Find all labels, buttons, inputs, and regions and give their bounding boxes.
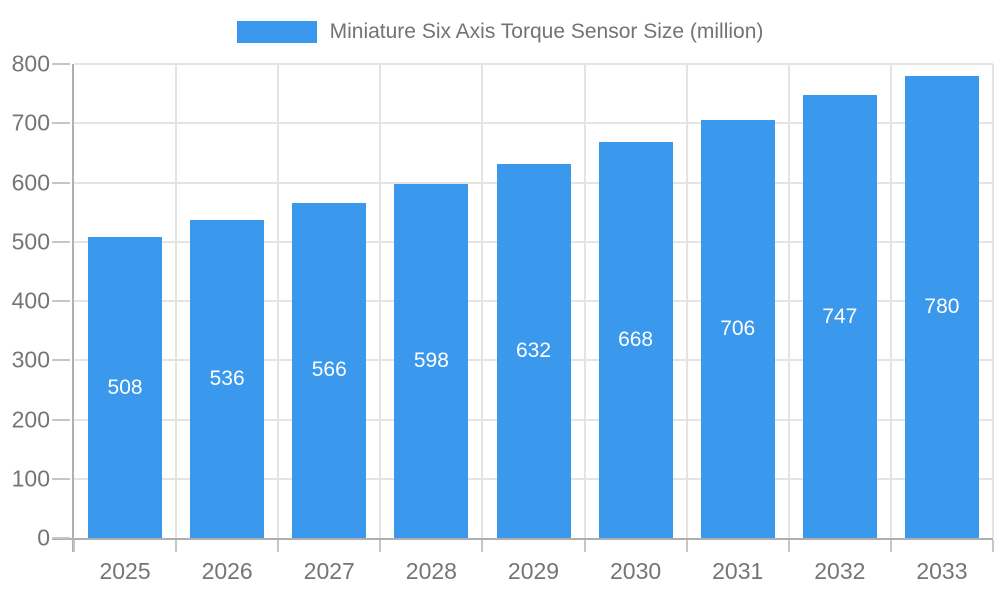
x-axis-tick-label: 2031 [712,558,764,584]
x-axis-tick-label: 2027 [303,558,355,584]
x-axis-tick [481,540,484,552]
x-axis-tick [992,540,994,552]
y-axis-tick [52,477,70,480]
bar-value-label: 536 [209,367,245,391]
legend-item[interactable]: Miniature Six Axis Torque Sensor Size (m… [0,16,1000,48]
y-axis-tick [52,300,70,302]
bar-value-label: 780 [924,294,960,318]
bar-value-label: 566 [311,358,347,382]
y-axis-tick [52,537,70,539]
x-axis-line [52,538,993,540]
h-gridline [74,63,993,65]
bar-2032[interactable]: 747 [802,95,877,538]
y-axis-tick-label: 200 [11,406,50,432]
h-gridline [74,122,993,125]
legend-label: Miniature Six Axis Torque Sensor Size (m… [329,20,764,43]
y-axis-tick [52,181,70,184]
x-axis-tick-label: 2029 [507,558,560,584]
v-gridline [277,64,280,538]
y-axis-labels: 0 100 200 300 400 500 600 700 800 [0,51,50,551]
y-axis-tick-label: 600 [11,169,50,195]
x-axis-tick-label: 2025 [99,558,151,584]
x-axis-tick [685,540,688,552]
y-axis-tick [52,418,70,421]
bar-2029[interactable]: 632 [496,163,571,538]
y-axis-tick [52,240,70,243]
bar-2033[interactable]: 780 [904,75,979,538]
y-axis-tick-label: 100 [11,465,50,492]
x-axis-tick-label: 2026 [201,558,253,584]
y-axis-tick [52,359,70,362]
bar-value-label: 706 [720,316,756,340]
v-gridline [992,64,994,538]
v-gridline [685,64,688,538]
x-axis-tick [277,540,280,552]
y-axis-line [72,64,74,552]
bar-2028[interactable]: 598 [394,183,469,538]
x-axis-tick [787,540,790,552]
v-gridline [175,64,178,538]
x-axis-tick [889,540,892,552]
y-axis-tick-label: 0 [37,524,50,551]
y-axis-tick-label: 500 [11,228,50,255]
bar-2025[interactable]: 508 [88,237,163,538]
bar-value-label: 747 [822,304,858,328]
x-axis-labels: 2025 2026 2027 2028 2029 2030 2031 2032 2033 [74,554,993,590]
bar-value-label: 632 [515,338,552,362]
y-axis-tick-label: 800 [11,50,50,77]
bar-2027[interactable]: 566 [292,202,367,538]
bar-value-label: 508 [107,375,143,399]
x-axis-tick [379,540,382,552]
x-axis-tick-label: 2032 [814,558,866,584]
bar-2031[interactable]: 706 [700,119,775,538]
y-axis-tick-label: 700 [11,109,50,136]
bar-value-label: 598 [413,348,449,372]
legend-swatch [236,21,317,43]
x-axis-tick [175,540,178,552]
y-axis-tick [52,63,70,65]
x-axis-tick [73,540,75,552]
x-axis-tick-label: 2033 [916,558,968,584]
v-gridline [787,64,790,538]
bar-2026[interactable]: 536 [190,220,265,538]
v-gridline [889,64,892,538]
v-gridline [583,64,586,538]
bar-2030[interactable]: 668 [598,142,673,538]
plot-area: 508 536 566 598 632 668 706 747 780 [52,63,994,552]
v-gridline [481,64,484,538]
v-gridline [379,64,382,538]
x-axis-tick-label: 2030 [610,558,662,584]
x-axis-tick [583,540,586,552]
x-axis-tick-label: 2028 [405,558,457,584]
y-axis-tick-label: 400 [11,287,50,314]
bar-value-label: 668 [618,328,654,352]
y-axis-tick [52,122,70,125]
y-axis-tick-label: 300 [11,346,50,373]
